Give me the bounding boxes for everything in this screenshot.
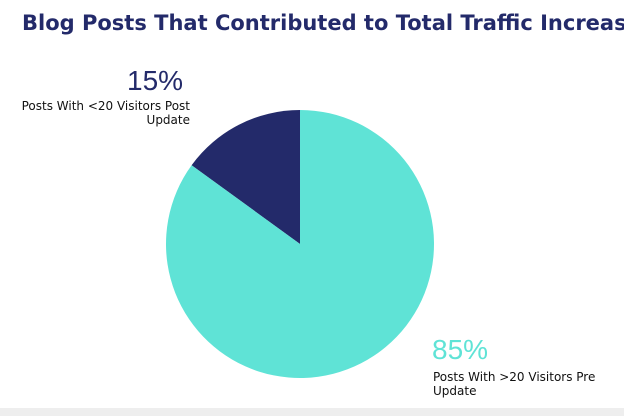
pie-slice-posts-over-20-visitors xyxy=(166,110,435,378)
slice-description-label: Posts With <20 Visitors Post Update xyxy=(21,99,190,127)
pie-slice-posts-under-20-visitors xyxy=(191,110,300,244)
slice-description-label: Posts With >20 Visitors Pre Update xyxy=(433,370,596,398)
slice-percent-label: 85% xyxy=(432,334,489,365)
slice-percent-label: 15% xyxy=(127,65,184,96)
bottom-divider xyxy=(0,408,624,416)
chart-title: Blog Posts That Contributed to Total Tra… xyxy=(22,11,624,35)
